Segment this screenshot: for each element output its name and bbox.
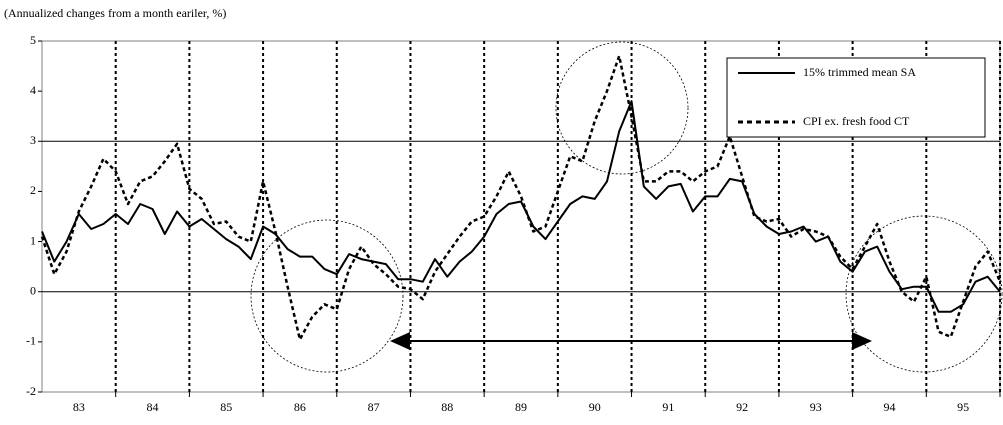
x-tick-label: 85 <box>220 400 232 414</box>
y-tick-label: 3 <box>30 133 36 147</box>
x-tick-label: 94 <box>883 400 895 414</box>
x-tick-label: 84 <box>147 400 159 414</box>
legend-label: 15% trimmed mean SA <box>803 65 916 79</box>
y-tick-label: 0 <box>30 283 36 297</box>
highlight-circle <box>845 215 1003 373</box>
x-tick-label: 86 <box>294 400 306 414</box>
chart-subtitle: (Annualized changes from a month eariler… <box>4 6 226 20</box>
x-tick-label: 87 <box>368 400 380 414</box>
grid <box>38 40 1001 397</box>
x-tick-label: 88 <box>441 400 453 414</box>
y-tick-label: 5 <box>30 33 36 47</box>
x-tick-label: 93 <box>810 400 822 414</box>
highlight-circle <box>250 219 404 373</box>
y-tick-label: -1 <box>26 334 36 348</box>
legend-label: CPI ex. fresh food CT <box>803 114 910 128</box>
x-tick-label: 92 <box>736 400 748 414</box>
period-arrow <box>390 332 872 350</box>
annotations <box>250 41 1003 373</box>
series-line <box>40 54 1002 341</box>
legend-box <box>726 57 986 138</box>
x-tick-label: 91 <box>662 400 674 414</box>
arrow-head <box>390 332 410 350</box>
x-tick-label: 83 <box>73 400 85 414</box>
highlight-circle <box>555 41 689 175</box>
y-tick-label: 2 <box>30 183 36 197</box>
y-tick-label: 1 <box>30 233 36 247</box>
y-tick-label: -2 <box>26 384 36 398</box>
x-tick-label: 89 <box>515 400 527 414</box>
arrow-head <box>852 332 872 350</box>
x-tick-label: 95 <box>957 400 969 414</box>
x-tick-label: 90 <box>589 400 601 414</box>
series-line <box>41 100 1001 313</box>
y-tick-label: 4 <box>30 83 36 97</box>
